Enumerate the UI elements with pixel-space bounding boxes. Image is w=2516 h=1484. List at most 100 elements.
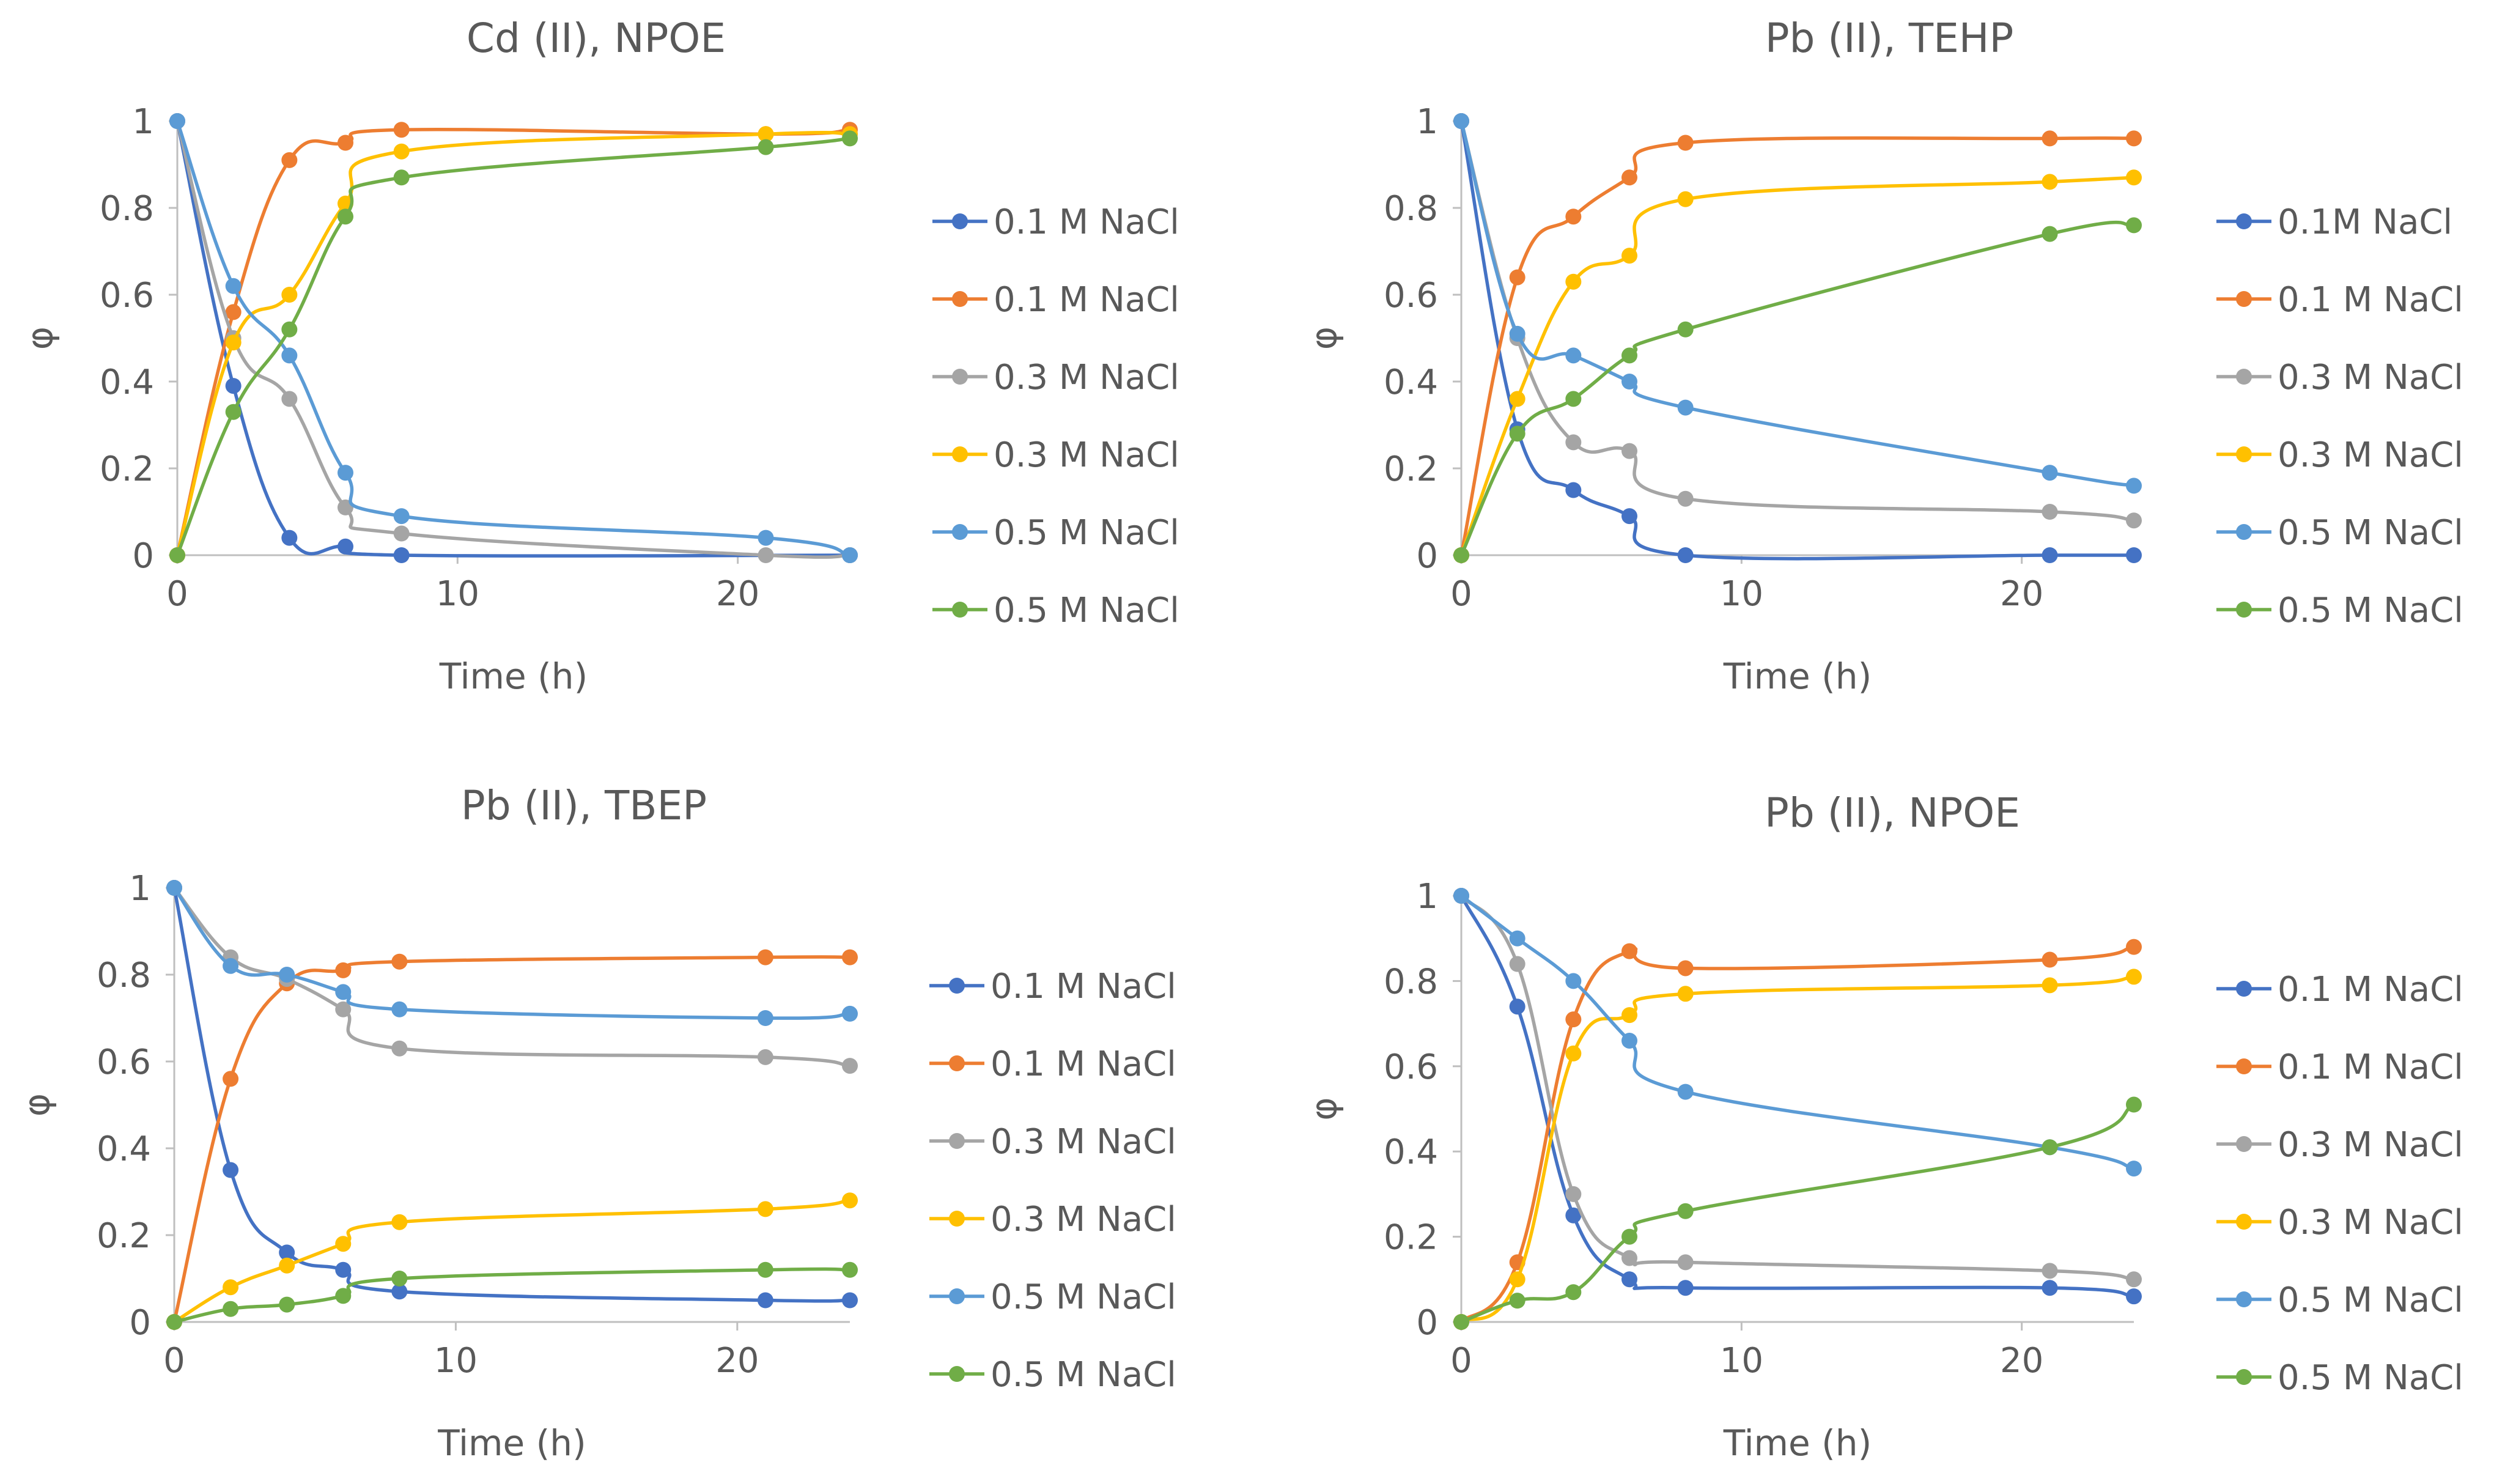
- series-2: [166, 949, 858, 1330]
- series-4: [1453, 169, 2142, 563]
- data-point: [1621, 443, 1637, 459]
- series-line: [175, 119, 852, 559]
- data-point: [2126, 1271, 2142, 1288]
- legend-marker: [949, 1211, 965, 1227]
- series-5: [169, 113, 858, 563]
- legend-entry: 0.5 M NaCl: [2216, 513, 2463, 553]
- y-tick-label: 0.8: [100, 189, 154, 229]
- data-point: [393, 525, 410, 542]
- data-point: [393, 169, 410, 186]
- x-tick-label: 0: [1450, 574, 1472, 614]
- y-axis-label: φ: [1303, 1097, 1345, 1120]
- data-point: [757, 1201, 773, 1217]
- data-point: [1677, 321, 1694, 338]
- data-point: [338, 465, 353, 481]
- series-line: [175, 136, 852, 557]
- legend-marker: [952, 213, 968, 229]
- legend-label: 0.5 M NaCl: [994, 591, 1179, 630]
- data-point: [2126, 1288, 2142, 1305]
- legend-entry: 0.5 M NaCl: [932, 591, 1179, 630]
- legend-marker: [952, 446, 968, 462]
- legend-label: 0.5 M NaCl: [991, 1277, 1176, 1317]
- data-point: [1453, 888, 1469, 904]
- data-point: [335, 1261, 352, 1278]
- data-point: [2042, 174, 2058, 190]
- data-point: [1677, 1083, 1694, 1100]
- series-line: [172, 886, 852, 1068]
- legend-marker: [2236, 981, 2252, 997]
- series-6: [169, 130, 858, 563]
- y-tick-label: 1: [1416, 877, 1438, 917]
- legend-marker: [2236, 369, 2252, 385]
- series-6: [1453, 217, 2142, 563]
- data-point: [1453, 1314, 1469, 1330]
- data-point: [2042, 1263, 2058, 1279]
- series-line: [175, 131, 852, 557]
- y-tick-label: 0.2: [1384, 1218, 1438, 1258]
- legend-label: 0.1 M NaCl: [991, 967, 1176, 1006]
- data-point: [1565, 347, 1582, 364]
- data-point: [1621, 1271, 1637, 1288]
- series-line: [172, 886, 852, 1303]
- legend-entry: 0.1 M NaCl: [929, 967, 1176, 1006]
- data-point: [281, 287, 298, 303]
- data-point: [1621, 508, 1637, 525]
- data-point: [1565, 482, 1582, 498]
- data-point: [758, 126, 774, 142]
- series-2: [169, 122, 858, 563]
- data-point: [757, 1292, 773, 1309]
- y-axis-label: φ: [16, 1093, 57, 1117]
- legend-entry: 0.3 M NaCl: [2216, 1203, 2463, 1242]
- data-point: [1677, 547, 1694, 563]
- series-line: [1459, 894, 2136, 1282]
- data-point: [842, 1005, 858, 1022]
- legend-marker: [952, 291, 968, 307]
- data-point: [1621, 248, 1637, 264]
- y-tick-label: 0.6: [97, 1043, 151, 1082]
- data-point: [1677, 1280, 1694, 1296]
- series-line: [1459, 175, 2136, 557]
- legend-label: 0.1 M NaCl: [994, 202, 1179, 242]
- data-point: [335, 1001, 352, 1017]
- data-point: [166, 880, 182, 896]
- series-1: [166, 880, 858, 1309]
- data-point: [281, 391, 298, 407]
- data-point: [223, 1279, 239, 1296]
- y-tick-label: 0.4: [97, 1129, 151, 1169]
- data-point: [1677, 490, 1694, 507]
- legend-entry: 0.5 M NaCl: [929, 1277, 1176, 1317]
- legend-label: 0.3 M NaCl: [994, 358, 1179, 397]
- data-point: [1509, 1271, 1525, 1288]
- x-tick-label: 20: [2000, 1341, 2043, 1381]
- legend-marker: [2236, 291, 2252, 307]
- legend-marker: [949, 1288, 965, 1304]
- y-tick-label: 0: [1416, 1303, 1438, 1343]
- series-line: [172, 955, 852, 1324]
- data-point: [281, 321, 298, 338]
- data-point: [391, 953, 408, 970]
- data-point: [169, 547, 185, 563]
- legend-label: 0.3 M NaCl: [991, 1200, 1176, 1239]
- chart-title: Cd (II), NPOE: [467, 15, 726, 62]
- y-tick-label: 0: [1416, 536, 1438, 576]
- data-point: [2126, 1096, 2142, 1113]
- data-point: [1677, 960, 1694, 976]
- y-tick-label: 1: [132, 102, 154, 142]
- data-point: [1565, 973, 1582, 989]
- legend-entry: 0.5 M NaCl: [2216, 591, 2463, 630]
- data-point: [2042, 1139, 2058, 1156]
- data-point: [2042, 1280, 2058, 1296]
- data-point: [223, 1071, 239, 1087]
- data-point: [225, 334, 242, 351]
- legend-label: 0.3 M NaCl: [2278, 435, 2463, 475]
- legend-label: 0.1 M NaCl: [2278, 280, 2463, 320]
- data-point: [279, 1296, 295, 1313]
- legend-label: 0.5 M NaCl: [2278, 1280, 2463, 1320]
- series-3: [166, 880, 858, 1074]
- legend-entry: 0.3 M NaCl: [929, 1122, 1176, 1162]
- y-tick-label: 0.8: [97, 956, 151, 995]
